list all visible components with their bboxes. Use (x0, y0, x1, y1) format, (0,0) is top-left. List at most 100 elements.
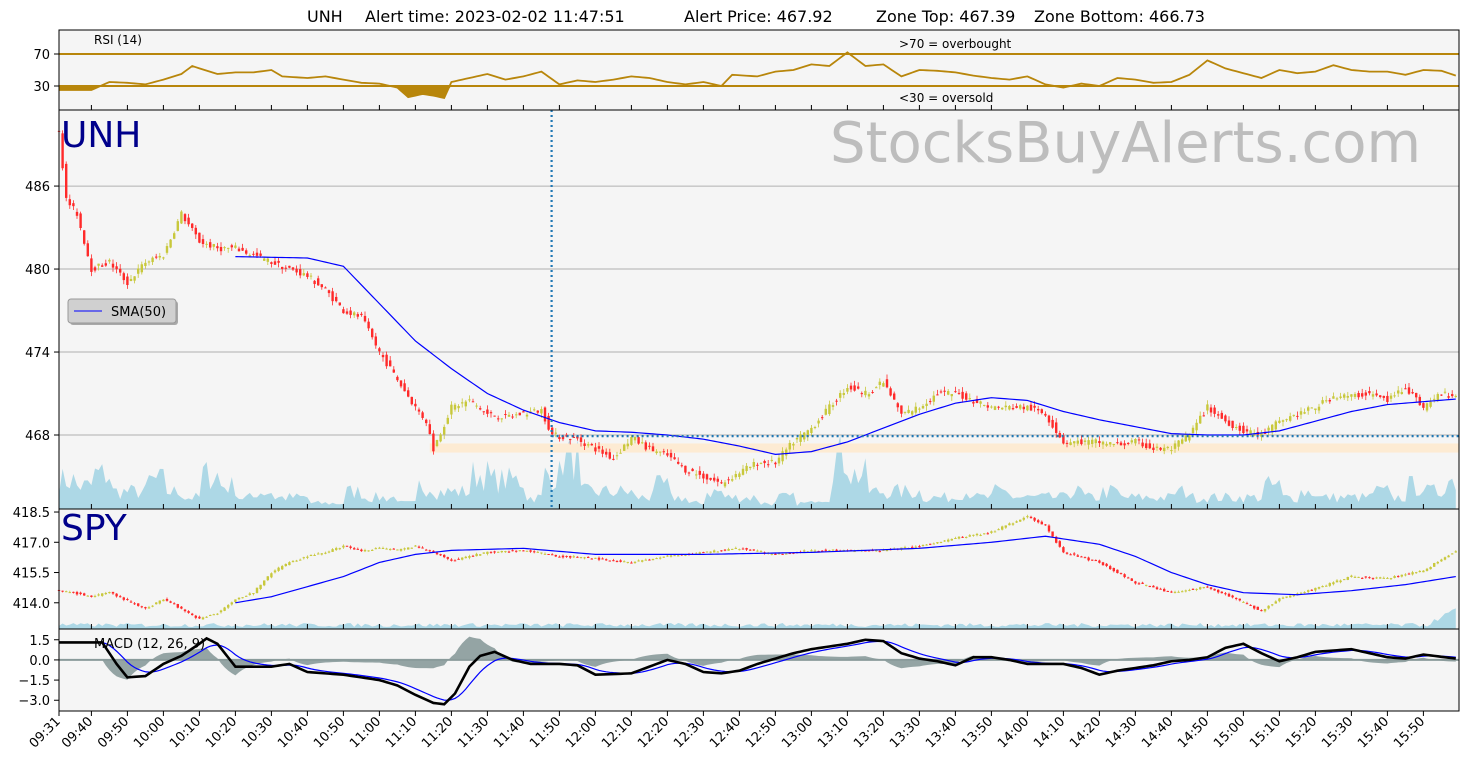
sma-legend-label: SMA(50) (111, 305, 166, 320)
candle-body (353, 548, 356, 550)
candle-body (878, 381, 881, 386)
candle-body (93, 595, 97, 597)
candle-body (1371, 394, 1375, 397)
candle-body (831, 549, 835, 551)
rsi-oversold-note: <30 = oversold (899, 91, 993, 105)
candle-body (1307, 407, 1310, 411)
candle-body (533, 551, 536, 553)
candle-body (90, 258, 93, 272)
candle-body (1170, 450, 1173, 452)
candle-body (353, 312, 356, 316)
candle-body (659, 451, 662, 453)
candle-body (1119, 442, 1123, 446)
candle-body (1397, 390, 1400, 394)
candle-body (259, 584, 262, 590)
candle-body (1173, 443, 1177, 449)
rsi-overbought-note: >70 = overbought (899, 37, 1012, 51)
candle-body (457, 406, 460, 409)
candle-body (511, 550, 514, 552)
candle-body (752, 549, 755, 551)
candle-body (767, 464, 770, 466)
candle-body (237, 597, 241, 600)
candle-body (1008, 405, 1011, 410)
candle-body (792, 552, 795, 554)
candle-body (1353, 393, 1357, 397)
x-tick-label: 13:20 (851, 714, 888, 751)
candle-body (1019, 519, 1022, 522)
candle-body (1256, 606, 1259, 610)
candle-body (785, 449, 788, 456)
candle-body (785, 553, 788, 555)
candle-body (965, 536, 968, 538)
candle-body (425, 419, 428, 424)
candle-body (1325, 585, 1328, 587)
candle-body (1001, 407, 1004, 410)
candle-body (579, 557, 583, 559)
candle-body (284, 267, 287, 269)
candle-body (803, 550, 806, 552)
candle-body (993, 406, 997, 410)
candle-body (302, 273, 305, 276)
candle-body (1220, 591, 1223, 594)
candle-body (446, 417, 449, 424)
candle-body (1332, 582, 1335, 585)
x-tick-label: 10:40 (275, 714, 312, 751)
title-symbol: UNH (307, 7, 343, 26)
candle-body (119, 596, 122, 598)
candle-body (975, 399, 979, 404)
candle-body (1382, 395, 1385, 398)
spy-symbol-label: SPY (61, 508, 128, 549)
candle-body (1447, 555, 1450, 558)
y-tick-label: 1.5 (29, 634, 50, 649)
candle-body (1065, 442, 1069, 444)
candle-body (115, 266, 118, 270)
candle-body (1026, 405, 1029, 411)
candle-body (673, 555, 676, 557)
candle-body (349, 310, 352, 315)
candle-body (187, 217, 190, 225)
candle-body (889, 388, 892, 396)
candle-body (1112, 444, 1115, 446)
candle-body (1109, 442, 1112, 445)
candle-body (821, 417, 824, 419)
candle-body (263, 580, 266, 586)
candle-body (61, 590, 64, 592)
candle-body (983, 404, 986, 406)
x-tick-label: 14:40 (1139, 714, 1176, 751)
candle-body (734, 547, 737, 549)
x-tick-label: 13:00 (779, 714, 816, 751)
x-tick-label: 15:50 (1391, 714, 1428, 751)
candle-body (525, 550, 529, 552)
candle-body (1091, 559, 1094, 561)
candle-body (1029, 516, 1033, 519)
candle-body (572, 436, 575, 438)
candle-body (144, 607, 147, 609)
candle-body (705, 551, 709, 553)
candle-body (1271, 604, 1274, 606)
candle-body (403, 548, 406, 550)
candle-body (1317, 406, 1321, 411)
candle-body (101, 265, 104, 267)
candle-body (1386, 577, 1389, 579)
candle-body (885, 379, 889, 388)
candle-body (1191, 427, 1195, 433)
candle-body (507, 414, 511, 417)
x-tick-label: 11:30 (455, 714, 492, 751)
candle-body (1069, 442, 1072, 446)
candle-body (864, 550, 867, 552)
candle-body (133, 276, 136, 281)
candle-body (651, 446, 655, 452)
candle-body (691, 468, 694, 472)
x-tick-label: 15:30 (1319, 714, 1356, 751)
candle-body (277, 567, 280, 571)
candle-body (417, 409, 421, 412)
x-tick-label: 10:20 (203, 714, 240, 751)
candle-body (979, 401, 982, 404)
candle-body (414, 545, 417, 547)
candle-body (428, 424, 431, 435)
y-tick-label: 480 (25, 263, 50, 278)
candle-body (345, 545, 349, 547)
candle-body (237, 248, 241, 252)
candle-body (331, 549, 334, 552)
candle-body (180, 606, 183, 609)
